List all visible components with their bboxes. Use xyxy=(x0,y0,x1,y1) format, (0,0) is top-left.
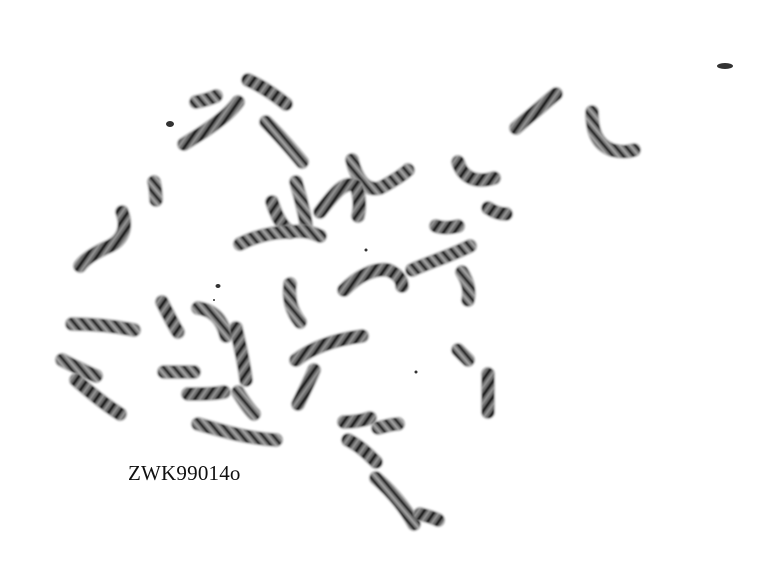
debris-speck xyxy=(717,63,733,69)
chromosome xyxy=(338,412,376,428)
chromosome xyxy=(482,202,512,220)
chromosome xyxy=(452,156,500,186)
chromosome xyxy=(510,88,562,134)
chromosome xyxy=(190,90,222,108)
specimen-label: ZWK99014o xyxy=(128,461,241,485)
debris-speck xyxy=(364,248,368,252)
chromosome xyxy=(414,508,444,526)
chromosome xyxy=(234,225,326,250)
chromosome xyxy=(242,74,292,110)
debris-speck xyxy=(213,299,215,301)
chromosome xyxy=(232,386,260,420)
chromosome xyxy=(406,240,476,276)
chromosome xyxy=(452,344,474,366)
chromosome xyxy=(430,220,464,234)
chromosome xyxy=(178,96,244,150)
chromosome xyxy=(342,434,382,468)
chromosome xyxy=(66,318,140,336)
chromosome xyxy=(370,472,420,530)
chromosome xyxy=(74,206,131,272)
chromosome xyxy=(372,418,404,434)
chromosome xyxy=(283,278,306,328)
chromosome xyxy=(182,386,230,400)
chromosome xyxy=(290,330,368,366)
chromosome xyxy=(148,176,162,206)
chromosome xyxy=(230,322,252,386)
chromosome xyxy=(346,154,414,195)
chromosome xyxy=(456,266,475,306)
chromosome xyxy=(292,364,320,410)
chromosome xyxy=(586,106,640,158)
chromosome xyxy=(290,176,312,230)
chromosome xyxy=(56,354,102,382)
debris-speck xyxy=(215,284,221,288)
chromosome xyxy=(156,296,184,338)
chromosome xyxy=(192,418,282,446)
chromosome xyxy=(192,302,232,342)
debris-speck xyxy=(414,370,418,374)
debris-speck xyxy=(166,121,174,127)
chromosome xyxy=(70,374,126,420)
chromosome xyxy=(338,263,408,296)
chromosome xyxy=(260,116,308,168)
chromosome xyxy=(314,178,366,222)
